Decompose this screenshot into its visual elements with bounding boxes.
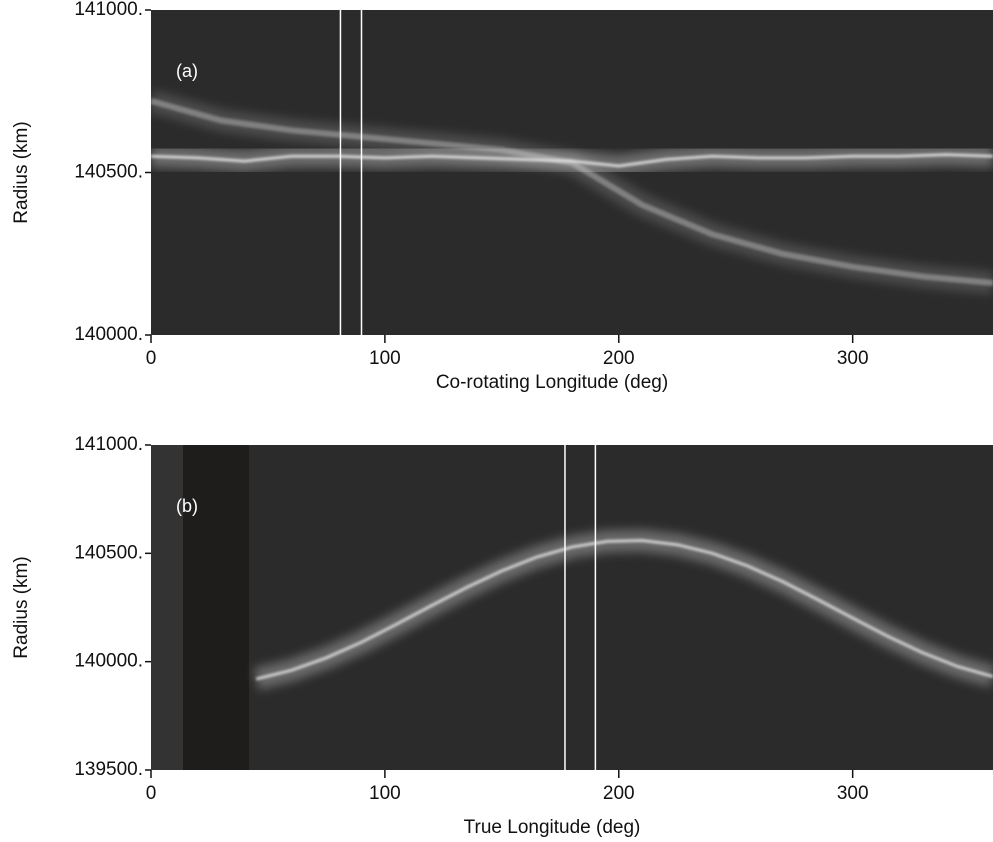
y-axis-label: Radius (km): [11, 121, 32, 223]
x-tick-label: 200: [603, 348, 635, 369]
panel: 139500. 140000. 140500. 141000. 0 100 200 300 (b…: [11, 434, 993, 838]
plot-content: [253, 529, 993, 690]
x-tick-label: 100: [369, 348, 401, 369]
no-data: [151, 445, 183, 770]
x-tick-label: 100: [369, 783, 401, 804]
x-tick-label: 300: [837, 348, 869, 369]
x-tick-label: 0: [146, 348, 157, 369]
x-tick-label: 300: [837, 783, 869, 804]
ring-line: [255, 538, 993, 681]
y-tick-label: 140000.: [74, 324, 143, 345]
x-tick-label: 0: [146, 783, 157, 804]
y-tick-label: 140000.: [74, 651, 143, 672]
y-tick-label: 139500.: [74, 759, 143, 780]
annotation: (b): [176, 496, 198, 516]
annotation: (a): [176, 61, 198, 81]
y-tick-label: 141000.: [74, 434, 143, 455]
x-axis-label: True Longitude (deg): [464, 817, 641, 838]
y-tick-label: 140500.: [74, 542, 143, 563]
y-axis-label: Radius (km): [11, 556, 32, 658]
x-axis-label: Co-rotating Longitude (deg): [436, 372, 668, 393]
plot-content: [151, 90, 993, 294]
plot-area: [151, 445, 993, 770]
x-tick-label: 200: [603, 783, 635, 804]
ring-line: [151, 153, 993, 168]
panel: 140000. 140500. 141000. 0 100 200 300 (a) Co-rot…: [11, 0, 993, 393]
y-tick-label: 141000.: [74, 0, 143, 20]
y-tick-label: 140500.: [74, 162, 143, 183]
no-data: [183, 445, 249, 770]
